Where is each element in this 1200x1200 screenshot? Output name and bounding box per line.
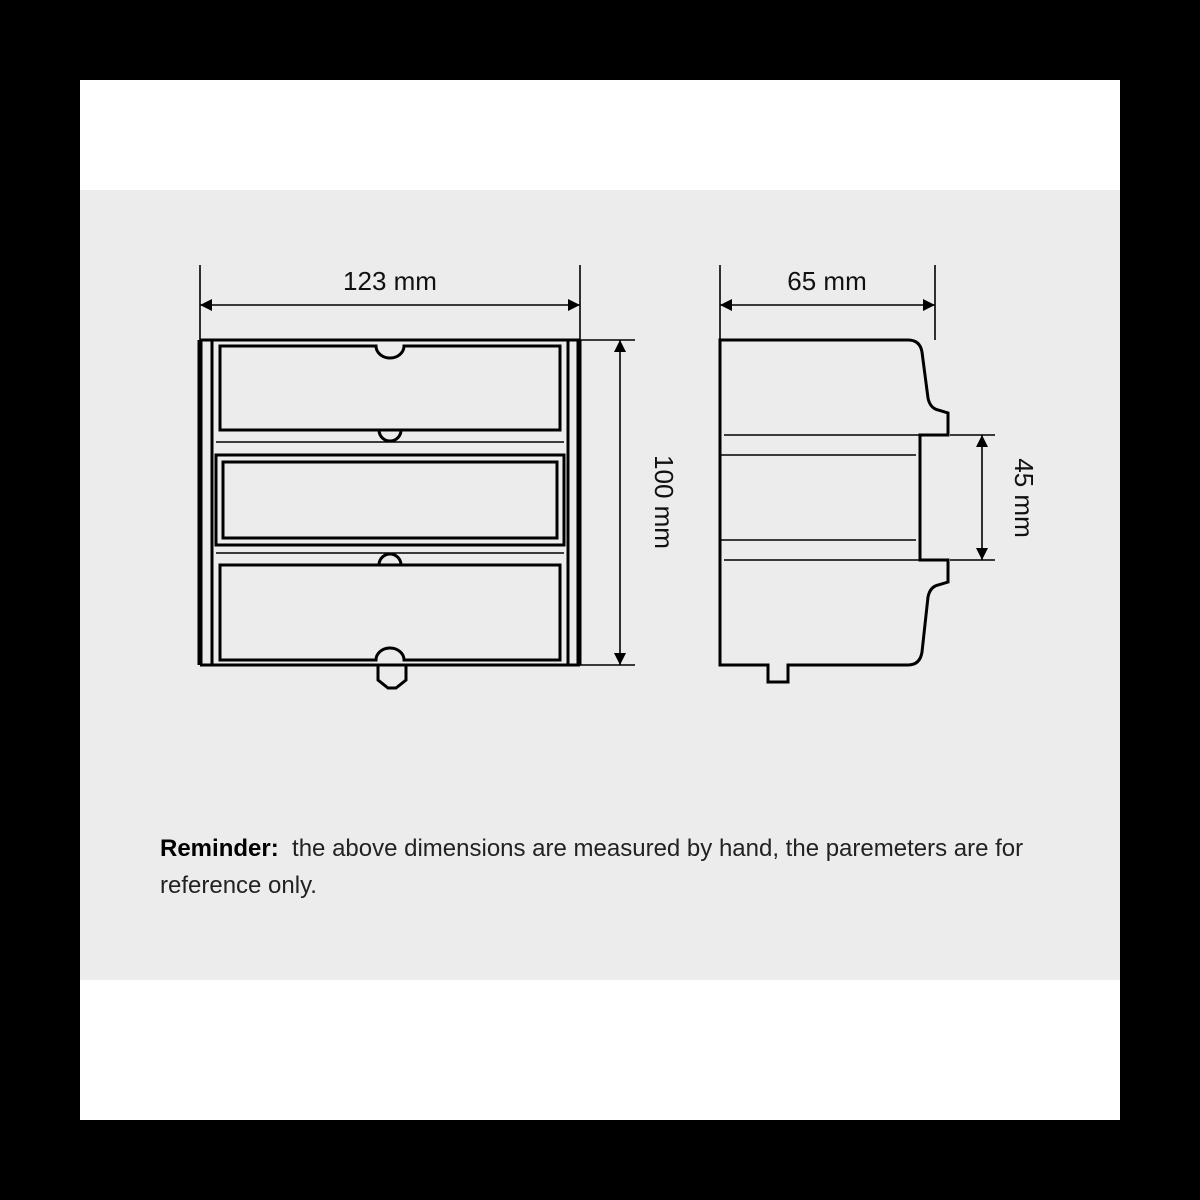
label-100mm: 100 mm — [649, 455, 679, 549]
label-65mm: 65 mm — [787, 266, 866, 296]
reminder-label: Reminder: — [160, 835, 279, 862]
reminder-note: Reminder: the above dimensions are measu… — [160, 830, 1060, 904]
front-view — [200, 340, 580, 688]
dim-height-100mm: 100 mm — [580, 340, 679, 665]
reminder-text: the above dimensions are measured by han… — [160, 835, 1023, 899]
dim-width-65mm: 65 mm — [720, 265, 935, 340]
dimension-svg: 123 mm 100 mm — [160, 250, 1040, 790]
label-45mm: 45 mm — [1009, 458, 1039, 537]
dimension-diagram: 123 mm 100 mm — [160, 250, 1040, 790]
dim-width-123mm: 123 mm — [200, 265, 580, 340]
dim-rail-45mm: 45 mm — [950, 435, 1039, 560]
side-view — [720, 340, 948, 682]
label-123mm: 123 mm — [343, 266, 437, 296]
white-card: 123 mm 100 mm — [80, 80, 1120, 1120]
gray-panel: 123 mm 100 mm — [80, 190, 1120, 980]
